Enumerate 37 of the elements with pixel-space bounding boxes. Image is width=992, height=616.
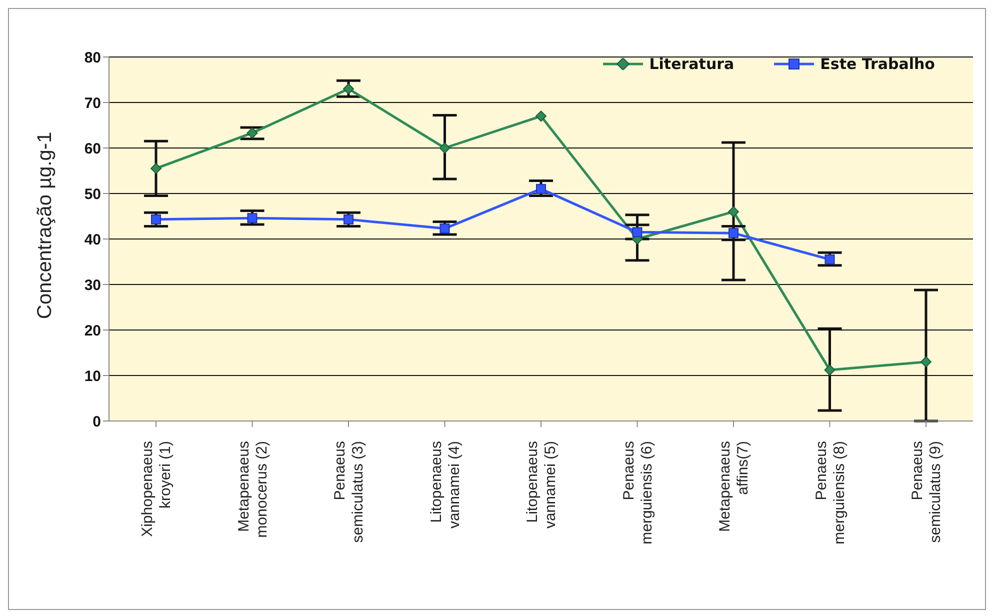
x-tick-label: Litopenaeus vannamei (4)	[428, 441, 463, 529]
point	[536, 110, 546, 122]
y-tick-label: 10	[84, 368, 101, 385]
legend-label: Este Trabalho	[819, 55, 935, 73]
point	[343, 83, 354, 94]
point	[344, 214, 354, 224]
point	[440, 224, 450, 234]
y-tick-label: 40	[84, 231, 101, 248]
point	[920, 356, 932, 368]
y-tick-label: 20	[84, 322, 101, 340]
point	[536, 184, 546, 194]
y-tick-label: 30	[84, 276, 101, 294]
x-tick-label: Xiphopenaeus kroyeri (1)	[139, 441, 174, 537]
point	[824, 254, 835, 264]
y-tick-label: 70	[84, 94, 101, 112]
x-tick-label: Metapenaeus monocerus (2)	[235, 440, 270, 538]
y-tick-label: 80	[84, 49, 101, 66]
x-tick-label: Penaeus semiculatus (3)	[332, 441, 366, 543]
point	[246, 127, 258, 138]
y-tick-label: 60	[84, 140, 101, 158]
x-tick-label: Penaeus semiculatus (9)	[909, 441, 944, 543]
point	[824, 364, 836, 376]
point	[247, 213, 258, 224]
x-tick-label: Penaeus merguiensis (8)	[812, 441, 848, 544]
point	[439, 142, 450, 154]
point	[632, 227, 642, 238]
point	[728, 206, 739, 218]
x-tick-label: Litopenaeus vannamei (5)	[524, 441, 559, 529]
y-axis-title: Concentração µg.g-1	[34, 132, 56, 319]
x-tick-label: Metapenaeus affins(7)	[716, 441, 752, 532]
point	[150, 162, 162, 174]
point	[728, 228, 738, 238]
legend-label: Literatura	[648, 55, 734, 73]
x-tick-label: Penaeus merguiensis (6)	[620, 441, 656, 544]
y-tick-label: 0	[92, 413, 101, 430]
point	[151, 214, 161, 224]
y-tick-label: 50	[84, 186, 101, 203]
